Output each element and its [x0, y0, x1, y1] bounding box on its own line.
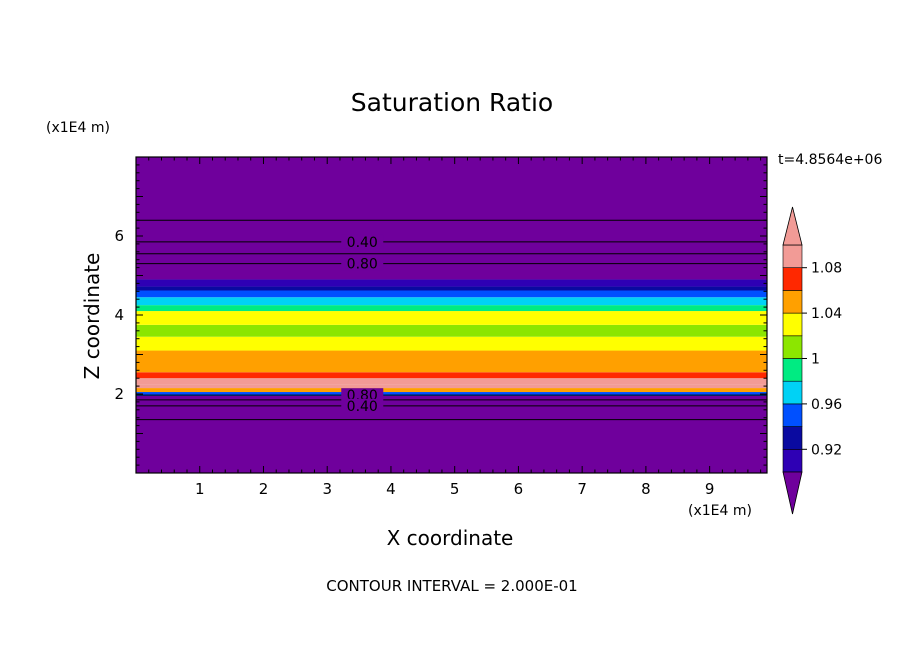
y-axis-unit: (x1E4 m)	[46, 120, 110, 136]
heatmap-band	[136, 392, 767, 396]
heatmap-band	[136, 290, 767, 298]
x-tick-label: 9	[705, 480, 715, 498]
x-tick-label: 3	[322, 480, 332, 498]
heatmap-band	[136, 350, 767, 373]
contour-label: 0.80	[347, 257, 378, 273]
y-tick-label: 4	[114, 306, 124, 324]
colorbar-cell	[782, 290, 803, 314]
y-tick-label: 2	[114, 385, 124, 403]
x-tick-label: 7	[577, 480, 587, 498]
colorbar-label: 0.92	[811, 442, 842, 458]
colorbar-cell	[782, 380, 803, 405]
colorbar-label: 1.04	[811, 306, 842, 322]
colorbar-label: 1.08	[811, 261, 842, 277]
x-tick-label: 8	[641, 480, 651, 498]
contour-label-bg	[341, 234, 384, 249]
heatmap-band	[136, 297, 767, 306]
x-tick-label: 1	[195, 480, 205, 498]
x-axis-unit: (x1E4 m)	[688, 503, 752, 519]
colorbar-cell	[782, 244, 803, 269]
heatmap-band	[136, 157, 767, 280]
colorbar-cell	[782, 403, 803, 427]
heatmap-band	[136, 279, 767, 287]
time-label: t=4.8564e+06	[778, 152, 883, 168]
heatmap-band	[136, 388, 767, 393]
heatmap-band	[136, 395, 767, 473]
heatmap-band	[136, 286, 767, 291]
heatmap-band	[136, 324, 767, 337]
colorbar-cell	[782, 448, 803, 473]
contour-label: 0.40	[347, 399, 378, 415]
contour-label-bg	[341, 256, 384, 271]
colorbar-cell	[782, 426, 803, 450]
x-tick-label: 6	[514, 480, 524, 498]
heatmap-band	[136, 305, 767, 312]
colorbar-extend-top	[782, 206, 803, 246]
y-axis-label: Z coordinate	[80, 252, 104, 380]
colorbar-extend-bottom	[782, 471, 803, 515]
chart-title: Saturation Ratio	[350, 88, 554, 117]
contour-interval-label: CONTOUR INTERVAL = 2.000E-01	[326, 577, 578, 595]
heatmap-band	[136, 336, 767, 351]
colorbar-label: 1	[811, 352, 820, 368]
colorbar-cell	[782, 358, 803, 382]
colorbar-cell	[782, 267, 803, 291]
colorbar-label: 0.96	[811, 397, 842, 413]
heatmap-band	[136, 311, 767, 325]
x-axis-label: X coordinate	[386, 526, 514, 550]
x-tick-label: 4	[386, 480, 396, 498]
x-tick-label: 2	[259, 480, 269, 498]
heatmap-band	[136, 384, 767, 389]
heatmap-band	[136, 372, 767, 379]
contour-label-bg	[341, 398, 384, 413]
y-tick-label: 6	[114, 227, 124, 245]
contour-label-bg	[341, 388, 384, 403]
x-tick-label: 5	[450, 480, 460, 498]
colorbar-cell	[782, 335, 803, 359]
contour-label: 0.40	[347, 235, 378, 251]
colorbar-cell	[782, 312, 803, 337]
heatmap-band	[136, 378, 767, 385]
